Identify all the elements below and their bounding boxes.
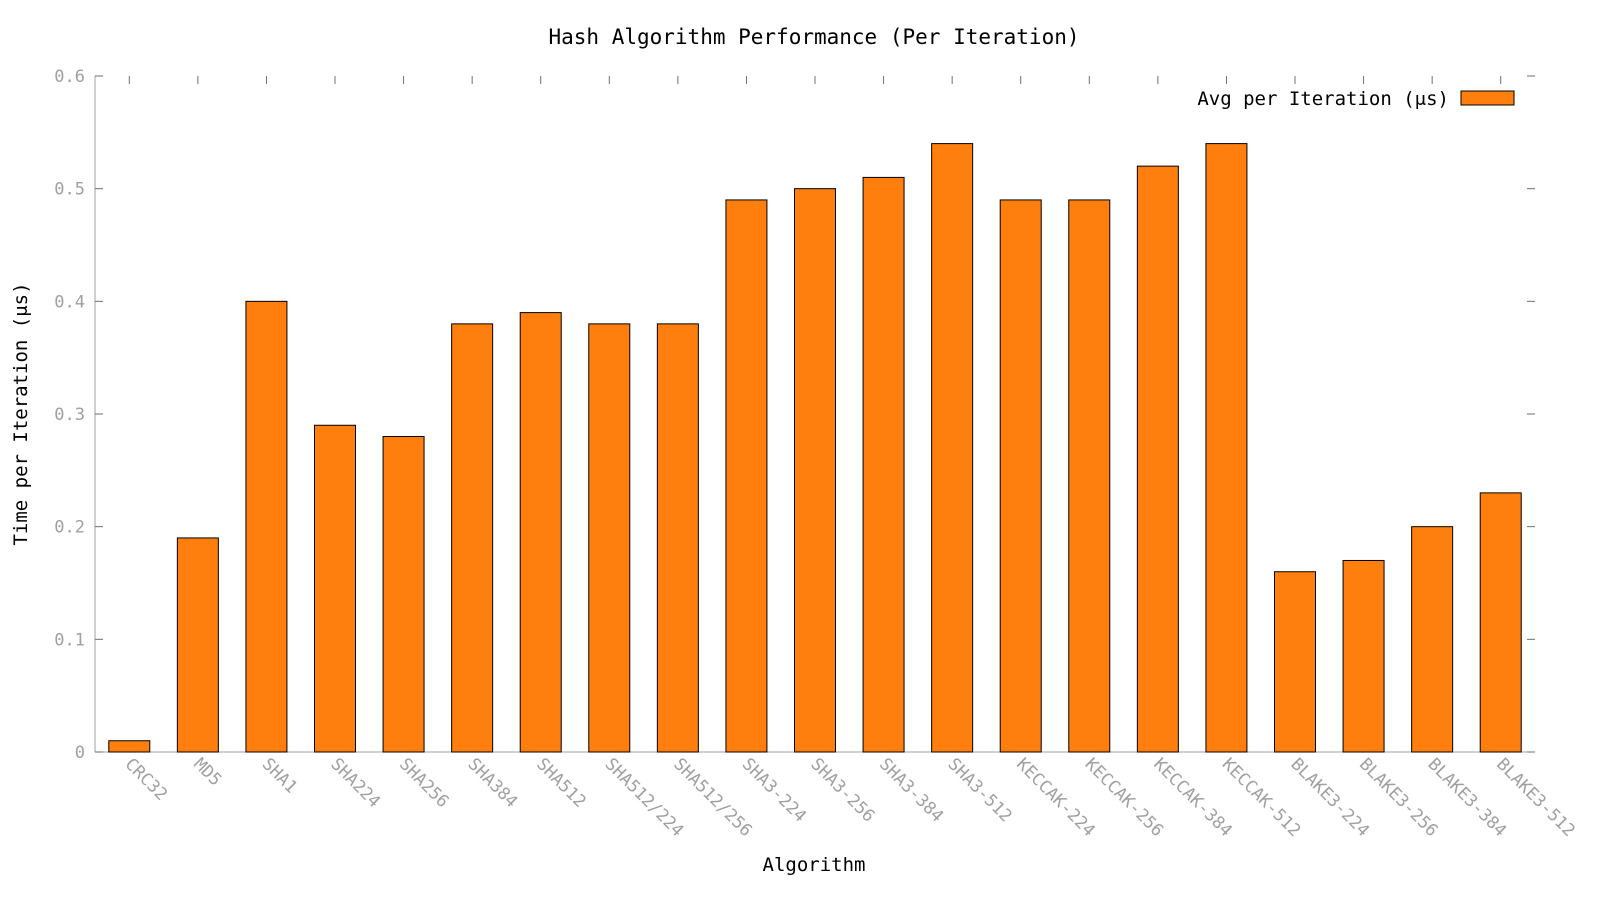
bar <box>1479 492 1522 753</box>
bar-series <box>108 143 1522 753</box>
legend-swatch <box>1460 90 1515 106</box>
bar <box>588 323 631 753</box>
bar <box>245 300 288 753</box>
bar <box>451 323 494 753</box>
x-tick-label: SHA384 <box>464 754 522 812</box>
y-tick-label: 0.1 <box>54 630 85 650</box>
x-tick-label: SHA3-256 <box>806 754 878 826</box>
bar <box>519 312 562 753</box>
x-tick-label: SHA1 <box>258 754 301 797</box>
y-axis-label: Time per Iteration (μs) <box>10 282 32 545</box>
x-tick-label: SHA512 <box>532 754 590 812</box>
bar <box>999 199 1042 753</box>
bar <box>656 323 699 753</box>
y-tick-label: 0.4 <box>54 292 85 312</box>
bar <box>1274 571 1316 753</box>
x-tick-label: SHA3-384 <box>875 754 947 826</box>
bar <box>931 143 974 753</box>
x-tick-label: CRC32 <box>121 754 171 804</box>
y-tick-label: 0.5 <box>54 180 85 200</box>
bar <box>382 436 425 753</box>
y-axis-ticks: 0 0.1 0.2 0.3 0.4 0.5 0.6 <box>54 67 1535 763</box>
x-tick-label: MD5 <box>189 754 225 790</box>
x-axis-label: Algorithm <box>763 854 866 876</box>
y-tick-label: 0.2 <box>54 518 85 538</box>
legend: Avg per Iteration (μs) <box>1197 88 1515 110</box>
bar <box>1411 526 1454 753</box>
x-tick-label: SHA224 <box>326 754 384 812</box>
bar <box>176 537 219 753</box>
legend-label: Avg per Iteration (μs) <box>1197 88 1449 110</box>
y-tick-label: 0 <box>75 743 85 763</box>
bar <box>1342 559 1385 753</box>
bar <box>862 176 905 753</box>
x-tick-label: SHA3-224 <box>738 754 810 826</box>
y-tick-label: 0.6 <box>54 67 85 87</box>
x-tick-label: SHA3-512 <box>944 754 1016 826</box>
bar <box>725 199 768 753</box>
bar <box>1136 165 1179 753</box>
x-tick-label: SHA256 <box>395 754 453 812</box>
bar <box>1068 199 1111 753</box>
bar <box>108 740 151 753</box>
bar <box>314 424 356 753</box>
y-tick-label: 0.3 <box>54 405 85 425</box>
chart-title: Hash Algorithm Performance (Per Iteratio… <box>548 25 1079 49</box>
bar <box>1205 143 1248 753</box>
bar <box>794 188 836 753</box>
